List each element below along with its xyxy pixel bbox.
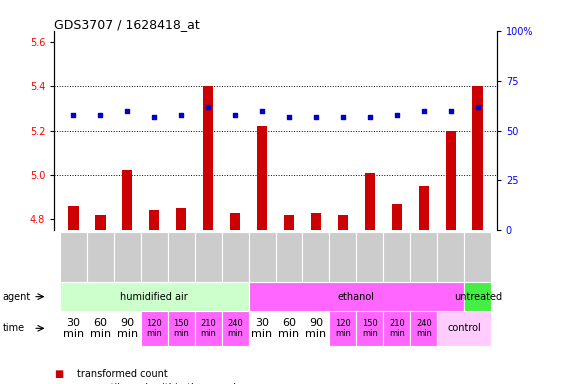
- Bar: [337, 215, 348, 230]
- Bar: [364, 173, 375, 230]
- Bar: [411, 311, 437, 346]
- Text: control: control: [448, 323, 481, 333]
- Bar: [203, 86, 214, 230]
- Bar: [437, 232, 464, 282]
- Bar: [356, 311, 384, 346]
- Text: 90
min: 90 min: [305, 318, 327, 339]
- Bar: [392, 204, 403, 230]
- Point: [392, 111, 401, 118]
- Text: 150
min: 150 min: [173, 319, 189, 338]
- Text: ■: ■: [54, 369, 63, 379]
- Bar: [411, 232, 437, 282]
- Bar: [167, 311, 195, 346]
- Point: [176, 111, 186, 118]
- Bar: [95, 215, 106, 230]
- Bar: [114, 311, 140, 346]
- Bar: [140, 311, 167, 346]
- Text: 210
min: 210 min: [389, 319, 405, 338]
- Bar: [384, 232, 411, 282]
- Text: 90
min: 90 min: [116, 318, 138, 339]
- Bar: [248, 311, 275, 346]
- Bar: [248, 282, 464, 311]
- Bar: [464, 232, 492, 282]
- Point: [203, 104, 212, 110]
- Bar: [195, 311, 222, 346]
- Bar: [87, 311, 114, 346]
- Point: [258, 108, 267, 114]
- Text: agent: agent: [3, 291, 31, 302]
- Point: [339, 114, 348, 120]
- Point: [150, 114, 159, 120]
- Text: 240
min: 240 min: [227, 319, 243, 338]
- Bar: [275, 232, 303, 282]
- Bar: [114, 232, 140, 282]
- Bar: [248, 232, 275, 282]
- Bar: [311, 213, 321, 230]
- Bar: [329, 232, 356, 282]
- Bar: [275, 311, 303, 346]
- Text: 60
min: 60 min: [279, 318, 300, 339]
- Text: 120
min: 120 min: [146, 319, 162, 338]
- Text: percentile rank within the sample: percentile rank within the sample: [77, 383, 242, 384]
- Text: 30
min: 30 min: [251, 318, 272, 339]
- Bar: [195, 232, 222, 282]
- Bar: [87, 232, 114, 282]
- Point: [365, 114, 375, 120]
- Point: [231, 111, 240, 118]
- Bar: [464, 282, 492, 311]
- Bar: [222, 232, 248, 282]
- Bar: [140, 232, 167, 282]
- Point: [311, 114, 320, 120]
- Point: [123, 108, 132, 114]
- Bar: [222, 311, 248, 346]
- Text: 30
min: 30 min: [63, 318, 84, 339]
- Bar: [384, 311, 411, 346]
- Bar: [472, 86, 483, 230]
- Text: 60
min: 60 min: [90, 318, 111, 339]
- Bar: [419, 186, 429, 230]
- Text: humidified air: humidified air: [120, 291, 188, 302]
- Bar: [59, 282, 248, 311]
- Bar: [303, 232, 329, 282]
- Text: 210
min: 210 min: [200, 319, 216, 338]
- Bar: [167, 232, 195, 282]
- Text: 240
min: 240 min: [416, 319, 432, 338]
- Bar: [445, 131, 456, 230]
- Bar: [256, 126, 267, 230]
- Bar: [356, 232, 384, 282]
- Text: time: time: [3, 323, 25, 333]
- Bar: [59, 232, 87, 282]
- Bar: [68, 206, 79, 230]
- Bar: [122, 170, 132, 230]
- Text: GDS3707 / 1628418_at: GDS3707 / 1628418_at: [54, 18, 200, 31]
- Text: ■: ■: [54, 383, 63, 384]
- Point: [473, 104, 482, 110]
- Point: [69, 111, 78, 118]
- Text: untreated: untreated: [454, 291, 502, 302]
- Bar: [437, 311, 492, 346]
- Text: transformed count: transformed count: [77, 369, 168, 379]
- Bar: [303, 311, 329, 346]
- Bar: [230, 213, 240, 230]
- Point: [95, 111, 104, 118]
- Text: ethanol: ethanol: [338, 291, 375, 302]
- Text: 150
min: 150 min: [362, 319, 378, 338]
- Point: [284, 114, 293, 120]
- Point: [447, 108, 456, 114]
- Bar: [59, 311, 87, 346]
- Bar: [329, 311, 356, 346]
- Bar: [284, 215, 295, 230]
- Text: 120
min: 120 min: [335, 319, 351, 338]
- Point: [419, 108, 428, 114]
- Bar: [148, 210, 159, 230]
- Bar: [176, 208, 187, 230]
